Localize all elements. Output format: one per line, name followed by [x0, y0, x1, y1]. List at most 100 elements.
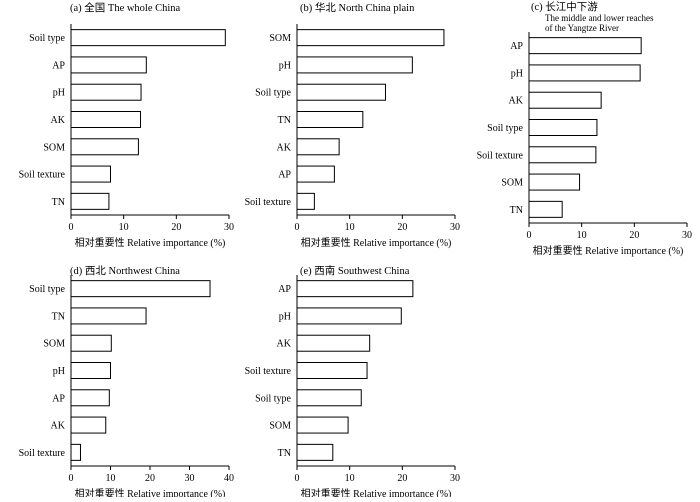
bar: [528, 119, 598, 136]
y-tick-label: AK: [51, 421, 66, 432]
y-tick-label: Soil texture: [19, 448, 66, 459]
x-tick-label: 0: [69, 222, 74, 233]
y-tick-label: Soil texture: [19, 170, 66, 181]
bar: [70, 165, 111, 183]
x-axis-label: 相对重要性 Relative importance (%): [75, 487, 226, 497]
bar: [296, 280, 414, 298]
panel-subtitle: of the Yangtze River: [545, 23, 619, 33]
x-tick-label: 10: [345, 473, 355, 484]
bar: [296, 307, 402, 325]
bar: [296, 443, 334, 461]
x-tick-label: 30: [450, 473, 460, 484]
chart-panel-e: (e) 西南 Southwest China 0 10 20 30 相对重要性 Relat…: [245, 264, 460, 500]
y-tick-label: TN: [52, 311, 65, 322]
bar: [296, 138, 340, 156]
bar: [70, 111, 142, 128]
y-tick-label: pH: [53, 88, 65, 99]
bar: [296, 165, 335, 183]
bar: [296, 83, 386, 101]
y-tick-label: AP: [510, 41, 523, 52]
bar: [528, 64, 641, 82]
bar: [70, 29, 226, 47]
x-axis-label: 相对重要性 Relative importance (%): [301, 487, 452, 497]
x-tick-label: 0: [69, 473, 74, 484]
x-tick-label: 20: [397, 222, 407, 233]
y-tick-label: Soil type: [487, 123, 523, 134]
bar: [70, 83, 142, 101]
bar: [296, 362, 368, 379]
y-tick-label: TN: [278, 448, 291, 459]
bar: [296, 192, 315, 210]
y-tick-label: Soil type: [29, 33, 65, 44]
x-tick-label: 30: [682, 230, 692, 241]
y-tick-label: pH: [279, 60, 291, 71]
y-tick-label: Soil type: [255, 393, 291, 404]
y-tick-label: AP: [52, 60, 65, 71]
x-tick-label: 10: [577, 230, 587, 241]
bar: [70, 280, 211, 298]
chart-panel-a: (a) 全国 The whole China 0 10 20 30 相对重要性 Relat…: [19, 1, 234, 249]
x-tick-label: 30: [185, 473, 195, 484]
x-tick-label: 30: [224, 222, 234, 233]
bar: [296, 56, 413, 74]
x-axis-label: 相对重要性 Relative importance (%): [301, 236, 452, 249]
bar: [70, 307, 147, 325]
x-tick-label: 30: [450, 222, 460, 233]
y-tick-label: TN: [510, 205, 523, 216]
bar: [528, 173, 581, 191]
panel-title: (c) 长江中下游: [531, 0, 598, 13]
y-tick-label: AP: [52, 393, 65, 404]
bar: [70, 192, 110, 210]
x-axis-label: 相对重要性 Relative importance (%): [75, 236, 226, 249]
x-tick-label: 0: [527, 230, 532, 241]
y-tick-label: AP: [278, 170, 291, 181]
y-tick-label: SOM: [269, 33, 291, 44]
x-tick-label: 10: [119, 222, 129, 233]
bar: [70, 443, 81, 461]
x-tick-label: 20: [629, 230, 639, 241]
y-tick-label: SOM: [43, 339, 65, 350]
bar: [70, 56, 147, 74]
bar: [296, 389, 362, 407]
y-tick-label: TN: [52, 197, 65, 208]
x-tick-label: 20: [145, 473, 155, 484]
bar: [528, 91, 602, 109]
panel-title: (e) 西南 Southwest China: [300, 264, 410, 277]
panel-title: (b) 华北 North China plain: [300, 1, 415, 14]
x-tick-label: 20: [397, 473, 407, 484]
x-tick-label: 10: [106, 473, 116, 484]
bar: [296, 111, 364, 128]
y-tick-label: pH: [53, 366, 65, 377]
y-tick-label: Soil type: [255, 88, 291, 99]
x-tick-label: 0: [295, 473, 300, 484]
chart-panel-d: (d) 西北 Northwest China 0 10 20 30 40 相对重要性 Rel…: [19, 265, 234, 500]
panel-title: (d) 西北 Northwest China: [70, 265, 180, 277]
bar: [528, 200, 563, 218]
y-tick-label: AK: [277, 142, 292, 153]
y-tick-label: AP: [278, 284, 291, 295]
y-tick-label: Soil texture: [245, 366, 292, 377]
y-tick-label: AK: [277, 339, 292, 350]
bar: [70, 416, 107, 434]
x-tick-label: 0: [295, 222, 300, 233]
bar: [296, 416, 349, 434]
x-tick-label: 20: [171, 222, 181, 233]
bar: [70, 389, 110, 407]
y-tick-label: SOM: [501, 178, 523, 189]
bar: [70, 138, 139, 156]
y-tick-label: Soil texture: [245, 197, 292, 208]
y-tick-label: SOM: [43, 142, 65, 153]
bar: [296, 334, 371, 352]
bar: [528, 37, 642, 55]
y-tick-label: Soil texture: [477, 150, 524, 161]
y-tick-label: SOM: [269, 421, 291, 432]
x-axis-label: 相对重要性 Relative importance (%): [533, 244, 684, 257]
bar: [70, 334, 112, 352]
bar: [70, 362, 111, 379]
y-tick-label: Soil type: [29, 284, 65, 295]
y-tick-label: AK: [509, 96, 524, 107]
bar: [296, 29, 445, 47]
